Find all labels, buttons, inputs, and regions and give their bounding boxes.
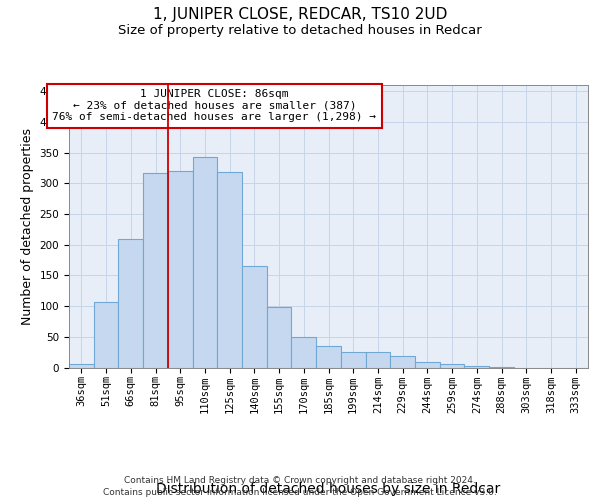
Bar [94, 302, 118, 368]
Bar [415, 362, 440, 368]
Bar [489, 367, 514, 368]
Bar [341, 352, 365, 368]
Text: 1 JUNIPER CLOSE: 86sqm
← 23% of detached houses are smaller (387)
76% of semi-de: 1 JUNIPER CLOSE: 86sqm ← 23% of detached… [52, 89, 376, 122]
Bar [292, 337, 316, 368]
Bar [365, 352, 390, 368]
Bar [118, 238, 143, 368]
Bar [242, 266, 267, 368]
Y-axis label: Number of detached properties: Number of detached properties [21, 128, 34, 325]
Bar [316, 346, 341, 368]
Bar [168, 171, 193, 368]
Bar [143, 173, 168, 368]
Bar [193, 157, 217, 368]
Bar [390, 356, 415, 368]
Text: Size of property relative to detached houses in Redcar: Size of property relative to detached ho… [118, 24, 482, 37]
Text: Contains public sector information licensed under the Open Government Licence v3: Contains public sector information licen… [103, 488, 497, 497]
Bar [217, 172, 242, 368]
Text: Contains HM Land Registry data © Crown copyright and database right 2024.: Contains HM Land Registry data © Crown c… [124, 476, 476, 485]
Bar [440, 364, 464, 368]
X-axis label: Distribution of detached houses by size in Redcar: Distribution of detached houses by size … [157, 482, 500, 496]
Bar [69, 364, 94, 368]
Bar [464, 366, 489, 368]
Text: 1, JUNIPER CLOSE, REDCAR, TS10 2UD: 1, JUNIPER CLOSE, REDCAR, TS10 2UD [153, 8, 447, 22]
Bar [267, 306, 292, 368]
